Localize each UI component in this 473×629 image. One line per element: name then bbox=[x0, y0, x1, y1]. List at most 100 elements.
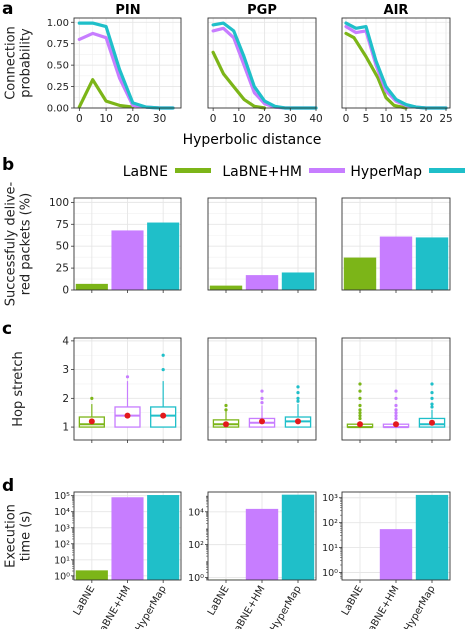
row-a-ylabel-line-0: Connection bbox=[4, 26, 19, 100]
row-c-pgp-mean-labne bbox=[223, 421, 229, 428]
row-c-air-mean-hypermap bbox=[429, 419, 435, 426]
row-d-pin-bar-labne bbox=[75, 570, 108, 580]
row-c-air-outlier-hypermap bbox=[430, 382, 434, 386]
row-c-pin-ytick-label: 2 bbox=[62, 393, 69, 405]
row-c-pin-outlier-labne bbox=[90, 396, 94, 400]
row-a-air-frame bbox=[341, 17, 451, 109]
row-b-air-bar-hypermap bbox=[415, 237, 449, 290]
row-d-air-bar-labne-hm bbox=[379, 529, 413, 580]
row-a-air-xtick-label: 20 bbox=[419, 113, 432, 125]
row-d-pgp-xtick-label-hypermap: HyperMap bbox=[268, 584, 303, 629]
row-c-pin-outlier-labne-hm bbox=[125, 375, 130, 379]
row-d-pin-ytick-label: 10² bbox=[54, 539, 70, 550]
row-d-pgp-ytick-label: 10² bbox=[188, 540, 204, 551]
panel-letter-b: b bbox=[2, 155, 14, 175]
row-c-air-outlier-labne bbox=[358, 403, 362, 408]
row-d-pin-ytick-label: 10⁵ bbox=[54, 491, 70, 502]
row-b-air-bar-labne bbox=[343, 257, 377, 290]
row-d-ylabel-line-1: time (s) bbox=[19, 511, 34, 561]
legend-swatch-hypermap bbox=[429, 168, 465, 173]
row-c-pgp-outlier-hypermap bbox=[296, 390, 300, 395]
row-b-air-bar-labne-hm bbox=[379, 236, 413, 290]
row-b-pin-ytick-label: 0 bbox=[62, 285, 69, 297]
panel-letter-d: d bbox=[2, 476, 14, 496]
row-d-air-ytick-label: 10² bbox=[322, 518, 338, 529]
panel-letter-a: a bbox=[2, 0, 13, 19]
row-d-pgp-ytick-label: 10⁴ bbox=[188, 507, 204, 518]
row-d-air-ytick-label: 10⁰ bbox=[322, 568, 338, 579]
legend: LaBNE LaBNE+HM HyperMap bbox=[123, 164, 465, 180]
row-c-pgp-outlier-hypermap bbox=[296, 399, 300, 403]
row-c-ylabel-line-0: Hop stretch bbox=[11, 351, 26, 427]
row-c-pgp-outlier-labne-hm bbox=[260, 396, 264, 400]
row-c-air-outlier-labne-hm bbox=[394, 413, 398, 418]
row-b-pin-bar-labne-hm bbox=[111, 230, 144, 290]
panel-letter-c: c bbox=[2, 319, 12, 339]
row-a-ylabel-line-1: probability bbox=[19, 28, 34, 98]
row-d-pin-xtick-label-labne: LaBNE bbox=[72, 584, 98, 618]
row-d-pgp-frame bbox=[207, 491, 317, 581]
row-c-pgp-outlier-hypermap bbox=[296, 385, 300, 389]
row-c-air-outlier-labne bbox=[358, 396, 362, 400]
row-c-pin-outlier-hypermap bbox=[161, 353, 165, 357]
row-b-ylabel-line-0: Successfuly delive- bbox=[4, 181, 19, 306]
row-c-pin-ytick-label: 1 bbox=[62, 422, 69, 434]
row-c-pgp-mean-labne-hm bbox=[259, 418, 265, 425]
row-a-air-xtick-label: 15 bbox=[399, 113, 412, 125]
row-b-pin-ytick-label: 100 bbox=[49, 197, 69, 209]
row-c-pin-mean-labne-hm bbox=[124, 412, 131, 419]
row-a-air-xtick-label: 0 bbox=[343, 113, 350, 125]
row-c-pgp-outlier-labne bbox=[224, 403, 228, 408]
row-d-pin-ytick-label: 10⁴ bbox=[54, 507, 70, 518]
row-d-pgp-xtick-label-labne: LaBNE bbox=[206, 584, 232, 618]
row-d-pgp-bar-labne-hm bbox=[245, 508, 279, 580]
row-a-pgp-line-labne bbox=[211, 50, 267, 110]
row-b-pgp-bar-labne-hm bbox=[245, 275, 279, 290]
row-a-pgp-xtick-label: 10 bbox=[232, 113, 245, 125]
row-d-air-xtick-label-labne: LaBNE bbox=[340, 584, 366, 618]
row-d-ylabel-line-0: Execution bbox=[4, 504, 19, 568]
row-a-pin-ytick-label: 0.75 bbox=[47, 39, 69, 50]
row-d-pgp-ytick-label: 10⁰ bbox=[188, 573, 204, 584]
legend-swatch-labne-hm bbox=[309, 168, 345, 173]
row-b-pin-bar-labne bbox=[75, 283, 108, 290]
row-c-air-outlier-labne bbox=[358, 408, 362, 412]
row-d-air-bar-hypermap bbox=[415, 494, 449, 580]
row-a-pin-xtick-label: 20 bbox=[126, 113, 139, 125]
row-b-air-frame bbox=[341, 197, 451, 291]
row-c-pgp-outlier-labne-hm bbox=[260, 401, 264, 405]
legend-label-hypermap: HyperMap bbox=[350, 164, 422, 180]
row-c-air-outlier-labne-hm bbox=[394, 408, 398, 412]
row-d-air-xtick-label-hypermap: HyperMap bbox=[402, 584, 437, 629]
row-a-pin-line-labne-hm bbox=[77, 31, 175, 110]
row-a-pgp-frame bbox=[207, 17, 317, 109]
row-c-air-outlier-hypermap bbox=[430, 396, 434, 400]
row-d-pin-bar-hypermap bbox=[147, 495, 180, 580]
row-a-air-line-labne bbox=[344, 31, 408, 110]
row-a-pin-frame bbox=[73, 17, 182, 109]
row-c-air-outlier-labne-hm bbox=[394, 411, 398, 415]
row-c-pin-mean-hypermap bbox=[160, 412, 167, 419]
row-b-pgp-frame bbox=[207, 197, 317, 291]
row-a-pin-ytick-label: 0.00 bbox=[47, 104, 69, 115]
legend-swatch-labne bbox=[175, 168, 211, 173]
row-d-air-ytick-label: 10¹ bbox=[322, 543, 338, 554]
network-title-air: AIR bbox=[384, 3, 409, 18]
row-d-pin-xtick-label-hypermap: HyperMap bbox=[134, 584, 169, 629]
row-a-pin-ytick-label: 0.50 bbox=[47, 61, 69, 72]
row-c-air-outlier-labne bbox=[358, 416, 362, 421]
row-d-pin-xtick-label-labne-hm: LaBNE+HM bbox=[95, 584, 133, 629]
row-a-pin-xtick-label: 0 bbox=[76, 113, 83, 125]
row-a-air-xtick-label: 5 bbox=[363, 113, 370, 125]
row-c-air-outlier-labne bbox=[358, 411, 362, 415]
row-c-air-outlier-hypermap bbox=[430, 402, 434, 406]
panel-frames-layer bbox=[71, 17, 451, 583]
row-c-air-outlier-labne bbox=[358, 382, 362, 386]
row-d-pgp-xtick-label-labne-hm: LaBNE+HM bbox=[230, 584, 268, 629]
network-title-pgp: PGP bbox=[247, 3, 277, 18]
row-c-pgp-mean-hypermap bbox=[295, 418, 301, 425]
row-d-pin-bar-labne-hm bbox=[111, 497, 144, 580]
row-c-pin-outlier-hypermap bbox=[161, 368, 165, 372]
row-a-xlabel: Hyperbolic distance bbox=[183, 132, 322, 148]
